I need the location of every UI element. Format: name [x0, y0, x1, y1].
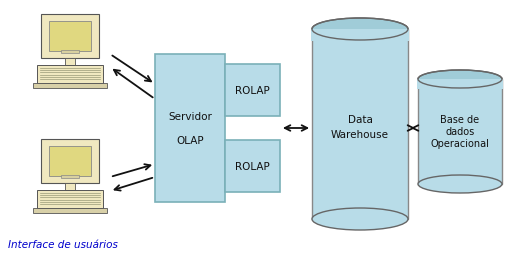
- FancyBboxPatch shape: [225, 65, 280, 117]
- FancyBboxPatch shape: [37, 190, 103, 208]
- FancyBboxPatch shape: [33, 84, 107, 89]
- FancyBboxPatch shape: [417, 80, 503, 90]
- Text: Operacional: Operacional: [430, 139, 489, 149]
- FancyBboxPatch shape: [49, 22, 91, 51]
- FancyBboxPatch shape: [311, 30, 409, 42]
- Text: ROLAP: ROLAP: [235, 86, 270, 96]
- FancyBboxPatch shape: [418, 80, 502, 184]
- Text: Warehouse: Warehouse: [331, 130, 389, 139]
- FancyBboxPatch shape: [41, 139, 99, 183]
- Ellipse shape: [312, 19, 408, 41]
- FancyBboxPatch shape: [312, 30, 408, 219]
- Text: ROLAP: ROLAP: [235, 161, 270, 171]
- Text: Servidor: Servidor: [168, 112, 212, 122]
- FancyBboxPatch shape: [41, 15, 99, 59]
- Ellipse shape: [418, 71, 502, 89]
- FancyBboxPatch shape: [49, 146, 91, 176]
- FancyBboxPatch shape: [65, 59, 75, 66]
- FancyBboxPatch shape: [65, 183, 75, 190]
- FancyBboxPatch shape: [33, 208, 107, 213]
- FancyBboxPatch shape: [61, 175, 79, 178]
- FancyBboxPatch shape: [37, 66, 103, 84]
- Ellipse shape: [418, 175, 502, 193]
- Text: Base de: Base de: [440, 115, 479, 125]
- Text: Data: Data: [348, 115, 372, 124]
- Text: dados: dados: [445, 127, 475, 137]
- Text: OLAP: OLAP: [176, 135, 204, 145]
- Text: Interface de usuários: Interface de usuários: [8, 239, 118, 249]
- Ellipse shape: [312, 208, 408, 230]
- FancyBboxPatch shape: [155, 55, 225, 202]
- FancyBboxPatch shape: [61, 51, 79, 54]
- FancyBboxPatch shape: [225, 140, 280, 192]
